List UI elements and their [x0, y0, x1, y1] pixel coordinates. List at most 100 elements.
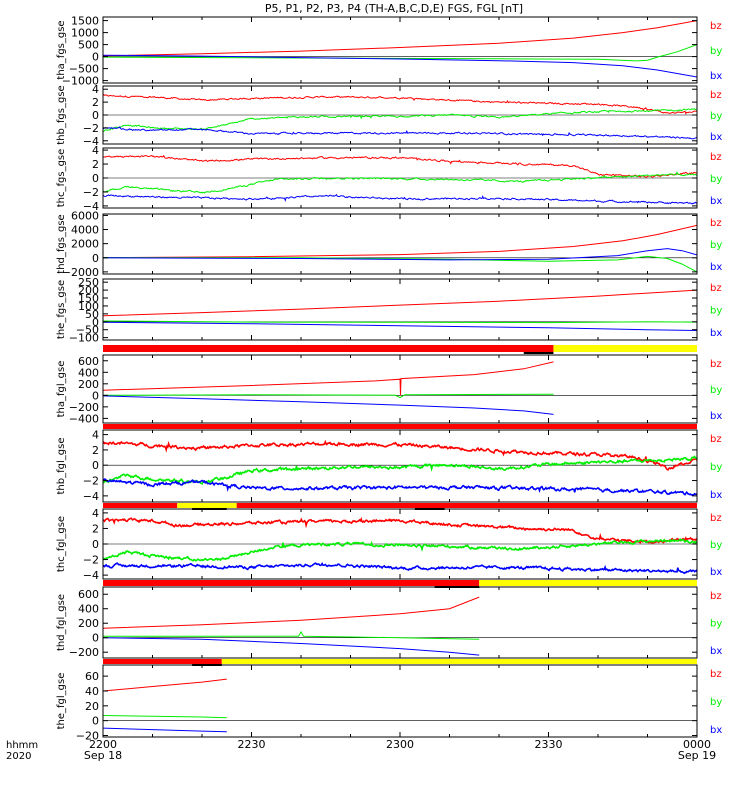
legend-by: by: [710, 385, 722, 396]
mode-bar-segment: [103, 503, 178, 508]
panel-thb_fgs_gse: 420−2−4 thb_fgs_gse bz by bx: [56, 83, 722, 148]
series-bz-line: [103, 439, 697, 471]
series-bz-line: [103, 20, 697, 57]
ytick-label: 0: [92, 172, 99, 185]
plot-title: P5, P1, P2, P3, P4 (TH-A,B,C,D,E) FGS, F…: [265, 2, 523, 15]
ytick-label: −200: [69, 646, 99, 659]
ytick-label: 50: [85, 308, 99, 321]
legend-bx: bx: [710, 567, 722, 578]
series-bx-line: [103, 637, 480, 656]
mode-bar-gap-marker: [523, 352, 554, 354]
ytick-label: 400: [78, 366, 99, 379]
ytick-label: −2: [83, 475, 99, 488]
series-group: [103, 361, 554, 415]
series-group: [103, 678, 227, 733]
ytick-label: 600: [78, 355, 99, 368]
panel-frame: [102, 16, 698, 84]
ytick-label: 0: [92, 538, 99, 551]
series-bz-line: [103, 94, 697, 115]
mode-bar-segment: [221, 659, 698, 664]
panel-ylabel: the_fgl_gse: [56, 673, 67, 730]
mode-bar-segment: [103, 580, 480, 586]
ytick-label: 0: [92, 389, 99, 402]
time-tick-label: 2230: [238, 738, 266, 751]
ytick-label: 200: [78, 284, 99, 297]
ytick-label: −2: [83, 554, 99, 567]
ytick-label: 2: [92, 444, 99, 457]
mode-bar-segment: [553, 345, 697, 352]
ytick-label: 100: [78, 300, 99, 313]
series-bx-line: [103, 561, 697, 575]
time-tick-date: Sep 18: [84, 749, 122, 762]
series-group: [103, 439, 697, 496]
ytick-label: 200: [78, 617, 99, 630]
series-by-line: [103, 108, 697, 132]
legend-by: by: [710, 697, 722, 708]
legend-bx: bx: [710, 132, 722, 143]
ytick-label: −2: [83, 122, 99, 135]
legend-bz: bz: [710, 591, 722, 602]
series-bz-line: [103, 678, 227, 692]
ytick-label: 400: [78, 603, 99, 616]
legend-bz: bz: [710, 152, 722, 163]
ytick-label: 2: [92, 96, 99, 109]
legend-by: by: [710, 46, 722, 57]
ytick-label: 6000: [71, 209, 99, 222]
series-by-line: [103, 715, 227, 719]
legend-by: by: [710, 111, 722, 122]
legend-bz: bz: [710, 90, 722, 101]
ytick-label: 250: [78, 276, 99, 289]
series-bx-line: [103, 727, 227, 733]
mode-bar-segment: [103, 424, 697, 429]
legend-bz: bz: [710, 283, 722, 294]
panel-thc_fgs_gse: 420−2−4 thc_fgs_gse bz by bx: [56, 144, 722, 213]
ytick-label: 20: [85, 700, 99, 713]
series-by-line: [103, 255, 697, 273]
series-bx-line: [103, 321, 697, 331]
series-group: [103, 94, 697, 140]
legend-by: by: [710, 619, 722, 630]
series-group: [103, 289, 697, 331]
ytick-label: 60: [85, 670, 99, 683]
panel-frame: [102, 586, 698, 659]
legend-bz: bz: [710, 669, 722, 680]
legend-bx: bx: [710, 646, 722, 657]
ytick-label: 1500: [71, 15, 99, 28]
series-bz-line: [103, 516, 697, 545]
panel-frame: [102, 278, 698, 341]
ytick-label: −4: [83, 200, 99, 213]
ytick-label: 4: [92, 144, 99, 157]
ytick-label: 200: [78, 378, 99, 391]
series-group: [103, 516, 697, 575]
series-bx-line: [103, 126, 697, 140]
ytick-label: 0: [92, 715, 99, 728]
legend-by: by: [710, 540, 722, 551]
panel-ylabel: thc_fgs_gse: [56, 149, 67, 208]
time-axis-row-label-hhmm: hhmm: [6, 740, 38, 751]
mode-bar-segment: [479, 580, 697, 586]
panel-ylabel: thb_fgs_gse: [56, 85, 67, 144]
legend-bz: bz: [710, 218, 722, 229]
series-bx-line: [103, 478, 697, 496]
panel-ylabel: thc_fgl_gse: [56, 516, 67, 572]
series-group: [103, 154, 697, 205]
series-group: [103, 20, 697, 78]
ytick-label: 0: [92, 316, 99, 329]
ytick-label: −2000: [62, 266, 99, 279]
series-bz-line: [103, 596, 480, 629]
ytick-label: 0: [92, 51, 99, 64]
ytick-label: 600: [78, 588, 99, 601]
ytick-label: −400: [69, 412, 99, 425]
ytick-label: −4: [83, 135, 99, 148]
legend-bz: bz: [710, 513, 722, 524]
legend-by: by: [710, 462, 722, 473]
legend-bx: bx: [710, 71, 722, 82]
ytick-label: −2: [83, 186, 99, 199]
ytick-label: 150: [78, 292, 99, 305]
time-tick-label: 2300: [386, 738, 414, 751]
legend-bx: bx: [710, 262, 722, 273]
legend-bz: bz: [710, 359, 722, 370]
series-bz-line: [103, 361, 554, 396]
